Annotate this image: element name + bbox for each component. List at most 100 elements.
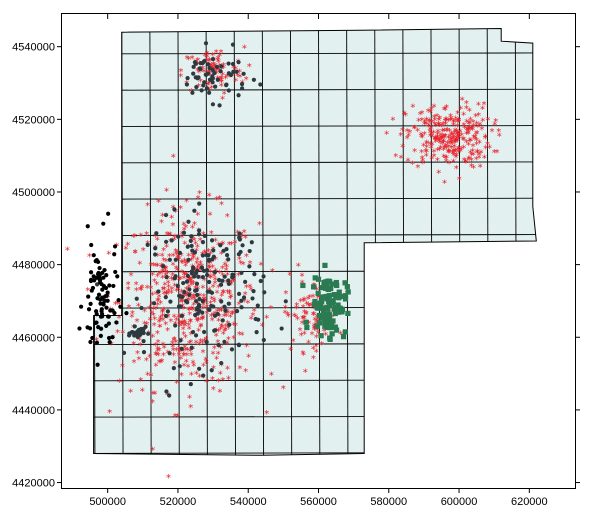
data-point: *: [193, 288, 198, 299]
data-point: *: [175, 248, 180, 259]
data-point: *: [166, 312, 171, 323]
data-point: *: [233, 77, 238, 88]
data-point: *: [183, 223, 188, 234]
data-point: *: [202, 297, 207, 308]
data-point: *: [423, 147, 428, 158]
data-point: *: [204, 359, 209, 370]
data-point: [104, 305, 109, 310]
data-point: *: [458, 128, 463, 139]
data-point: [136, 332, 141, 337]
data-point: *: [474, 155, 479, 166]
data-point: *: [306, 301, 311, 312]
series-circle-1: [94, 41, 288, 398]
data-point: *: [184, 285, 189, 296]
data-point: *: [161, 256, 166, 267]
data-point: *: [429, 154, 434, 165]
data-point: *: [237, 68, 242, 79]
data-point: [218, 282, 224, 287]
data-point: *: [469, 156, 474, 167]
data-point: *: [419, 133, 424, 144]
data-point: *: [307, 302, 312, 313]
data-point: *: [200, 315, 205, 326]
data-point: [239, 305, 244, 310]
tile-line: [177, 28, 180, 456]
tile-line: [93, 197, 537, 200]
data-point: *: [456, 116, 461, 127]
data-point: *: [301, 303, 306, 314]
data-point: *: [174, 287, 179, 298]
data-point: [327, 302, 333, 308]
data-point: *: [469, 162, 474, 173]
data-point: *: [225, 257, 230, 268]
data-point: *: [130, 309, 135, 320]
data-point: *: [219, 291, 224, 302]
data-point: [189, 243, 194, 248]
data-point: *: [269, 370, 274, 381]
data-point: *: [483, 144, 488, 155]
data-point: *: [183, 333, 188, 344]
data-point: *: [450, 135, 455, 146]
data-point: *: [259, 260, 264, 271]
data-point: [315, 290, 321, 296]
data-point: *: [225, 288, 230, 299]
data-point: *: [430, 118, 435, 129]
data-point: *: [300, 349, 305, 360]
data-point: *: [311, 310, 316, 321]
data-point: [100, 301, 106, 306]
data-point: *: [200, 284, 205, 295]
data-point: *: [237, 330, 242, 341]
data-point: *: [190, 292, 195, 303]
data-point: *: [160, 252, 165, 263]
data-point: *: [190, 359, 195, 370]
data-point: *: [207, 192, 212, 203]
data-point: *: [196, 315, 201, 326]
data-point: [202, 80, 207, 85]
data-point: *: [201, 314, 206, 325]
data-point: *: [141, 246, 146, 257]
data-point: *: [216, 350, 221, 361]
data-point: *: [219, 77, 224, 88]
data-point: *: [436, 136, 441, 147]
data-point: *: [150, 398, 155, 409]
data-point: *: [217, 269, 222, 280]
tile-line: [233, 28, 237, 456]
data-point: [185, 273, 191, 279]
data-point: *: [436, 169, 441, 180]
data-point: *: [473, 133, 478, 144]
data-point: [181, 230, 187, 235]
data-point: *: [197, 266, 202, 277]
data-point: *: [478, 162, 483, 173]
data-point: [203, 41, 209, 46]
data-point: *: [131, 323, 136, 334]
data-point: *: [248, 286, 253, 297]
data-point: *: [248, 282, 253, 293]
data-point: [251, 289, 256, 294]
data-point: *: [288, 345, 293, 356]
data-point: *: [212, 297, 217, 308]
data-point: *: [162, 343, 167, 354]
data-point: *: [448, 132, 453, 143]
data-point: *: [446, 116, 451, 127]
data-point: *: [438, 131, 443, 142]
data-point: *: [412, 124, 417, 135]
data-point: [212, 313, 218, 318]
data-point: [205, 289, 210, 294]
data-point: *: [433, 138, 438, 149]
data-point: *: [451, 121, 456, 132]
data-point: [104, 273, 109, 278]
data-point: *: [283, 303, 288, 314]
data-point: *: [436, 120, 441, 131]
data-point: *: [224, 266, 229, 277]
data-point: *: [471, 151, 476, 162]
data-point: [226, 88, 231, 93]
data-point: *: [155, 251, 160, 262]
data-point: [172, 276, 177, 281]
data-point: [226, 281, 232, 286]
data-point: [334, 282, 340, 289]
data-point: *: [218, 325, 223, 336]
data-point: *: [312, 315, 317, 326]
data-point: *: [202, 248, 207, 259]
points-layer: ****************************************…: [65, 41, 502, 484]
data-point: [171, 366, 176, 371]
data-point: [161, 264, 166, 269]
